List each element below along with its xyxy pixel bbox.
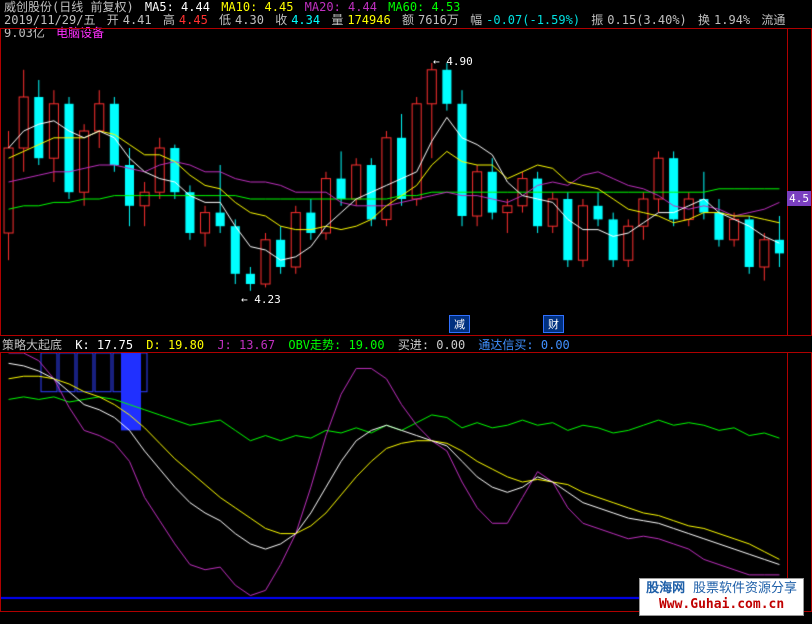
- y-axis-right: 4.5: [788, 28, 812, 336]
- watermark-brand: 股海网: [646, 581, 685, 596]
- indicator-signal: 通达信买: 0.00: [478, 338, 569, 352]
- ma5-label: MA5: 4.44: [145, 0, 210, 14]
- vol-value: 174946: [347, 13, 390, 27]
- low-price-annotation: ← 4.23: [241, 293, 281, 306]
- ma10-label: MA10: 4.45: [221, 0, 293, 14]
- ma60-label: MA60: 4.53: [388, 0, 460, 14]
- candlestick-panel[interactable]: ← 4.90 ← 4.23 减 财: [0, 28, 788, 336]
- marker-tag-2: 财: [543, 315, 564, 333]
- indicator-buy: 买进: 0.00: [398, 338, 465, 352]
- chg-value: -0.07(-1.59%): [486, 13, 580, 27]
- indicator-j: J: 13.67: [217, 338, 275, 352]
- indicator-k: K: 17.75: [75, 338, 133, 352]
- low-label: 低: [219, 13, 231, 27]
- indicator-panel[interactable]: [0, 352, 788, 612]
- amt-value: 7616万: [418, 13, 459, 27]
- watermark-text: 股票软件资源分享: [693, 581, 797, 596]
- chart-header: 威创股份(日线 前复权) MA5: 4.44 MA10: 4.45 MA20: …: [0, 0, 812, 28]
- stock-chart-root: 威创股份(日线 前复权) MA5: 4.44 MA10: 4.45 MA20: …: [0, 0, 812, 624]
- amp-value: 0.15(3.40%): [607, 13, 686, 27]
- date-label: 2019/11/29/五: [4, 13, 95, 27]
- open-label: 开: [107, 13, 119, 27]
- indicator-header: 策略大起底 K: 17.75 D: 19.80 J: 13.67 OBV走势: …: [2, 338, 576, 352]
- turn-label: 换: [698, 13, 710, 27]
- indicator-obv: OBV走势: 19.00: [288, 338, 384, 352]
- high-label: 高: [163, 13, 175, 27]
- ma20-label: MA20: 4.44: [305, 0, 377, 14]
- indicator-title: 策略大起底: [2, 338, 62, 352]
- amp-label: 振: [591, 13, 603, 27]
- low-value: 4.30: [235, 13, 264, 27]
- indicator-canvas: [1, 353, 787, 611]
- open-value: 4.41: [123, 13, 152, 27]
- close-value: 4.34: [291, 13, 320, 27]
- watermark-url: Www.Guhai.com.cn: [646, 597, 797, 613]
- marker-tag-1: 减: [449, 315, 470, 333]
- watermark: 股海网 股票软件资源分享 Www.Guhai.com.cn: [639, 578, 804, 616]
- chg-label: 幅: [470, 13, 482, 27]
- high-value: 4.45: [179, 13, 208, 27]
- float-label: 流通: [761, 13, 785, 27]
- amt-label: 额: [402, 13, 414, 27]
- indicator-d: D: 19.80: [146, 338, 204, 352]
- high-price-annotation: ← 4.90: [433, 55, 473, 68]
- candlestick-canvas: [1, 29, 787, 335]
- turn-value: 1.94%: [714, 13, 750, 27]
- close-label: 收: [275, 13, 287, 27]
- price-marker: 4.5: [787, 191, 811, 206]
- stock-name: 威创股份(日线 前复权): [4, 0, 134, 14]
- indicator-y-axis: [788, 352, 812, 612]
- vol-label: 量: [331, 13, 343, 27]
